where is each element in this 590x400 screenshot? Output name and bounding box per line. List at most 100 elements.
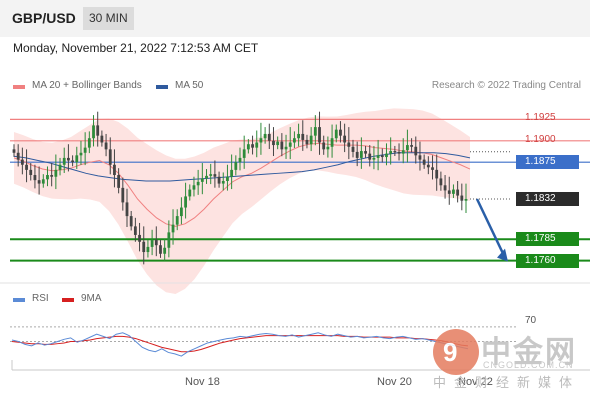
current-price-label: 1.1832 (516, 191, 579, 206)
candle-body (113, 164, 116, 176)
candle-body (460, 195, 464, 201)
candle-body (343, 135, 347, 143)
candle-body (293, 138, 296, 143)
candle-body (217, 176, 221, 184)
candle-body (272, 140, 275, 146)
candle-body (393, 151, 397, 153)
candle-body (355, 151, 359, 158)
candle-body (452, 189, 455, 194)
candle-body (196, 181, 200, 186)
candle-body (435, 169, 439, 179)
candle-body (372, 157, 376, 160)
ma20-line (13, 142, 471, 227)
candle-body (108, 149, 112, 165)
candle-body (380, 155, 384, 158)
x-tick-label: Nov 18 (185, 376, 220, 388)
timeframe-button[interactable]: 30 MIN (83, 7, 134, 30)
ma50-legend-swatch (156, 85, 168, 89)
candle-body (87, 138, 91, 148)
candle-body (251, 144, 254, 148)
resistance-price-label: 1.1900 (525, 133, 556, 145)
rsi-ma-legend-swatch (62, 298, 74, 302)
watermark-subtitle: 中金财经新媒体 (433, 376, 581, 391)
rsi-ma-legend-label: 9MA (81, 293, 102, 304)
candle-body (184, 196, 187, 208)
x-tick-label: Nov 20 (377, 376, 412, 388)
ma50-line (13, 152, 471, 182)
candle-body (226, 176, 229, 182)
candle-body (464, 198, 468, 201)
candle-body (364, 151, 367, 154)
rsi-ma-line (11, 335, 469, 353)
candle-body (280, 141, 284, 150)
candle-body (117, 175, 121, 188)
bb-legend-label: MA 20 + Bollinger Bands (32, 80, 142, 91)
candle-body (242, 149, 246, 158)
candle-body (75, 155, 79, 163)
candle-body (322, 142, 326, 150)
candle-body (297, 133, 300, 139)
candle-body (456, 189, 460, 196)
candle-body (406, 145, 409, 151)
candle-body (213, 174, 217, 177)
credit-text: Research © 2022 Trading Central (431, 80, 581, 91)
candle-body (54, 169, 58, 177)
candle-body (234, 162, 238, 170)
candle-body (37, 180, 41, 184)
candle-body (313, 127, 317, 136)
candle-body (138, 234, 141, 242)
candle-body (368, 153, 372, 160)
bollinger-band (14, 108, 470, 294)
candle-body (188, 189, 192, 197)
candle-body (359, 151, 363, 158)
candle-body (67, 157, 70, 161)
candle-body (150, 240, 154, 247)
rsi-legend-swatch (13, 298, 25, 302)
candle-body (62, 157, 66, 165)
candle-body (376, 155, 380, 158)
candle-body (418, 155, 422, 160)
support-price-label: 1.1760 (516, 253, 579, 268)
candle-body (20, 159, 24, 165)
candle-body (96, 125, 100, 136)
candle-body (309, 135, 313, 145)
candle-body (200, 178, 204, 182)
candle-body (447, 190, 451, 194)
rsi-line (11, 332, 469, 357)
watermark-logo-icon: 9 (433, 329, 479, 375)
header-bar: GBP/USD 30 MIN (0, 0, 590, 37)
candle-body (326, 146, 330, 150)
candle-body (142, 241, 146, 253)
candle-body (121, 187, 125, 203)
candle-body (397, 151, 401, 154)
candle-body (431, 167, 434, 170)
candle-body (209, 174, 213, 176)
pivot-price-label: 1.1875 (516, 155, 579, 170)
candle-body (230, 169, 234, 177)
candle-body (71, 160, 74, 163)
candle-body (267, 133, 271, 141)
watermark-text: 中金网 (481, 335, 577, 370)
candle-body (410, 145, 413, 147)
candle-body (443, 185, 447, 191)
support-price-label: 1.1785 (516, 232, 579, 247)
watermark: 9 中金网 CNGOLD.COM.CN 中金财经新媒体 (433, 327, 583, 392)
candle-body (33, 175, 37, 181)
candle-body (146, 246, 150, 253)
candle-body (133, 226, 137, 235)
candle-body (205, 175, 208, 179)
rsi-level-label: 70 (525, 315, 537, 326)
candle-body (238, 157, 242, 163)
candle-body (104, 142, 108, 150)
candle-body (58, 164, 62, 170)
candle-body (92, 125, 95, 139)
currency-pair: GBP/USD (12, 10, 76, 26)
candle-body (129, 216, 133, 227)
candle-body (41, 179, 45, 184)
candle-body (167, 232, 171, 248)
forecast-arrow-head (497, 248, 508, 262)
candle-body (385, 153, 388, 158)
candle-body (389, 151, 393, 154)
